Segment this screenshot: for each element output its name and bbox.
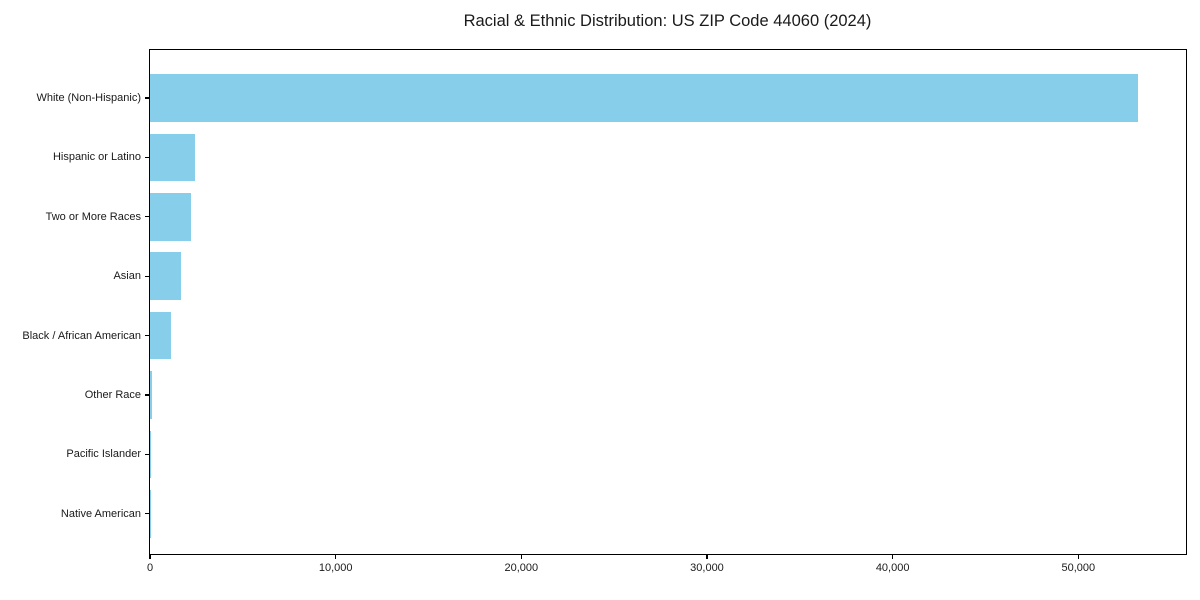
y-axis-tick-mark: [144, 216, 149, 218]
bar-white-non-hispanic: [150, 74, 1138, 122]
x-axis-tick-mark: [520, 555, 522, 560]
y-axis-label-white-non-hispanic: White (Non-Hispanic): [36, 92, 141, 104]
x-axis-tick-label: 0: [146, 562, 154, 574]
y-axis-label-native-american: Native American: [60, 507, 141, 520]
x-axis-tick-label: 40,000: [875, 562, 910, 574]
x-axis-tick-mark: [892, 555, 894, 560]
bar-two-or-more-races: [150, 193, 192, 241]
y-axis-label-black-african-american: Black / African American: [22, 329, 141, 342]
y-axis-label-two-or-more-races: Two or More Races: [45, 210, 141, 223]
bar-pacific-islander: [150, 430, 151, 479]
bar-hispanic-or-latino: [150, 133, 195, 182]
y-axis-label-pacific-islander: Pacific Islander: [66, 448, 141, 461]
x-axis-tick-label: 20,000: [504, 562, 539, 574]
y-axis-tick-mark: [144, 453, 149, 455]
x-axis-tick-mark: [706, 555, 708, 560]
y-axis-label-hispanic-or-latino: Hispanic or Latino: [52, 151, 141, 164]
y-axis-tick-mark: [144, 275, 149, 277]
y-axis-tick-mark: [144, 513, 149, 515]
bar-black-african-american: [150, 311, 171, 360]
y-axis-label-asian: Asian: [113, 270, 141, 283]
x-axis-tick-label: 30,000: [690, 562, 724, 574]
x-axis-tick-label: 10,000: [318, 562, 353, 574]
x-axis-tick-mark: [149, 555, 151, 560]
y-axis-tick-mark: [144, 394, 149, 396]
bar-other-race: [150, 371, 152, 419]
y-axis-label-other-race: Other Race: [84, 389, 141, 401]
y-axis-tick-mark: [144, 97, 149, 99]
x-axis-tick-mark: [335, 555, 337, 560]
y-axis-tick-mark: [144, 156, 149, 158]
x-axis-tick-mark: [1077, 555, 1079, 560]
x-axis-tick-label: 50,000: [1061, 562, 1096, 574]
y-axis-tick-mark: [144, 335, 149, 337]
chart-title: Racial & Ethnic Distribution: US ZIP Cod…: [463, 12, 872, 30]
plot-area: White (Non-Hispanic) Hispanic or Latino Tw…: [22, 49, 1187, 574]
bar-asian: [150, 252, 181, 300]
